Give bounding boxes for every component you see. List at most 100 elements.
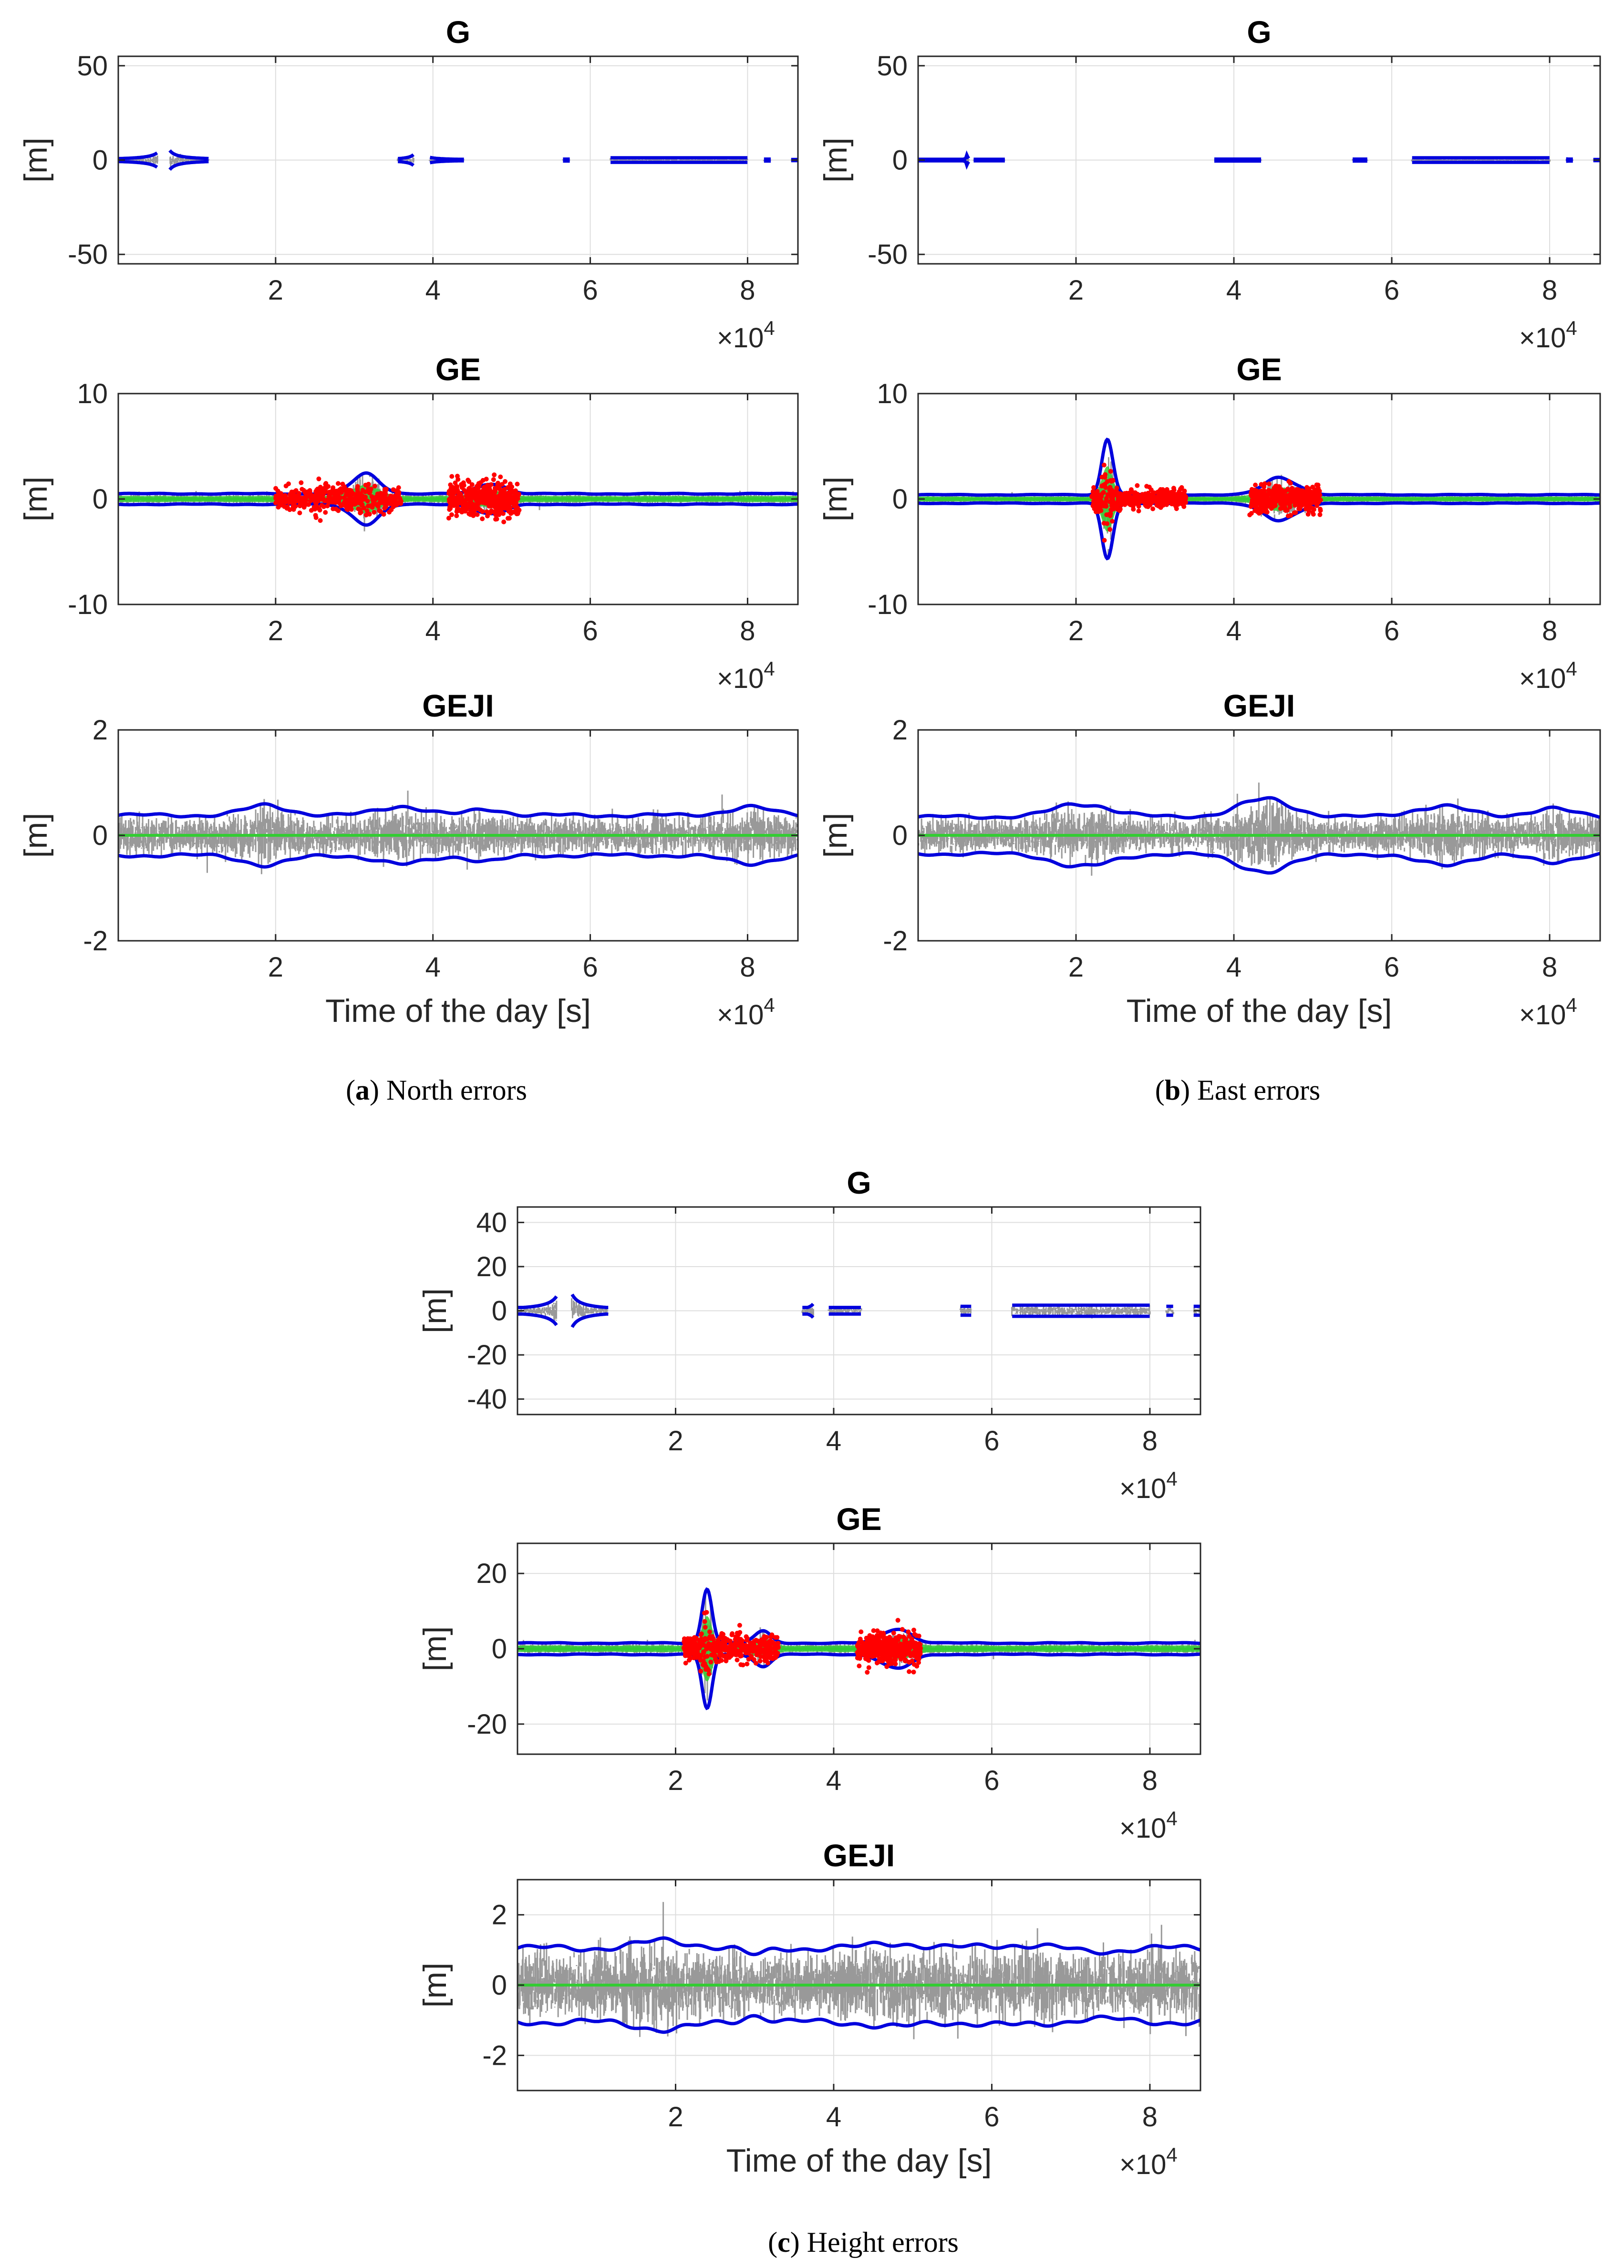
y-tick-label: 50 [77, 51, 108, 82]
x-axis-label: Time of the day [s] [325, 993, 591, 1029]
y-tick-label: -20 [467, 1340, 507, 1371]
upper-bound-line [118, 802, 798, 819]
tick-marks [918, 56, 1600, 264]
x-multiplier-label: ×104 [717, 317, 775, 354]
y-tick-label: 0 [492, 1633, 507, 1665]
lower-bound-line [429, 159, 464, 165]
error-bound-series [118, 802, 798, 869]
y-tick-label: 0 [892, 145, 908, 176]
x-tick-label: 4 [425, 952, 441, 983]
x-tick-label: 2 [1068, 275, 1084, 306]
error-bound-series [517, 1936, 1200, 2034]
data-layer [918, 782, 1600, 876]
lower-bound-line [802, 1312, 815, 1319]
float-solution-points [681, 1610, 923, 1676]
tick-marks [118, 393, 798, 605]
x-tick-label: 4 [1226, 952, 1241, 983]
multiplier-base: ×10 [1119, 1473, 1166, 1504]
y-tick-label: 0 [492, 1296, 507, 1327]
y-tick-label: -2 [883, 926, 908, 957]
tick-marks [517, 1207, 1200, 1415]
y-tick-label: 2 [892, 715, 908, 746]
y-axis-label: [m] [417, 1963, 453, 2008]
multiplier-exponent: 4 [1166, 2143, 1177, 2166]
data-layer [118, 471, 798, 531]
lower-bound-line [517, 2014, 1200, 2034]
caption-close-paren: ) [790, 2226, 807, 2258]
y-axis-label: [m] [417, 1288, 453, 1333]
x-tick-label: 8 [1142, 2102, 1158, 2133]
chart-title: GEJI [823, 1838, 895, 1873]
y-tick-label: 50 [877, 51, 908, 82]
y-tick-label: 0 [93, 145, 108, 176]
y-axis-label: [m] [417, 1626, 453, 1671]
chart-title: G [1247, 14, 1271, 50]
caption-b: (b) East errors [1155, 1074, 1321, 1106]
y-axis-label: [m] [817, 477, 854, 521]
tick-marks [517, 1543, 1200, 1754]
caption-text: East errors [1197, 1074, 1320, 1106]
chart-title: GEJI [1223, 688, 1295, 723]
x-multiplier-label: ×104 [1519, 657, 1577, 694]
error-bound-series [517, 1293, 1200, 1328]
multiplier-base: ×10 [717, 999, 764, 1030]
multiplier-base: ×10 [717, 323, 764, 354]
x-multiplier-label: ×104 [1519, 994, 1577, 1030]
x-tick-label: 2 [268, 615, 283, 646]
x-tick-label: 4 [826, 1425, 841, 1457]
upper-bound-line [918, 796, 1600, 820]
lower-bound-line [1566, 159, 1573, 163]
y-tick-label: -50 [68, 239, 108, 270]
gridlines [918, 56, 1600, 264]
x-tick-label: 6 [984, 1425, 999, 1457]
lower-bound-line [118, 852, 798, 869]
x-tick-label: 6 [582, 615, 598, 646]
lower-bound-line [168, 160, 209, 171]
float-points-path [1089, 462, 1323, 543]
y-tick-label: 10 [877, 378, 908, 409]
x-tick-label: 6 [984, 1765, 999, 1796]
x-tick-label: 2 [668, 2102, 683, 2133]
x-tick-label: 6 [984, 2102, 999, 2133]
x-tick-label: 6 [1384, 952, 1399, 983]
y-tick-label: 0 [892, 484, 908, 515]
chart-title: GE [836, 1501, 881, 1537]
y-tick-label: 0 [93, 484, 108, 515]
x-tick-label: 8 [740, 275, 755, 306]
caption-text: Height errors [807, 2226, 959, 2258]
multiplier-exponent: 4 [1566, 657, 1577, 680]
multiplier-exponent: 4 [1166, 1467, 1177, 1490]
x-tick-label: 2 [668, 1765, 683, 1796]
caption-close-paren: ) [370, 1074, 386, 1106]
lower-bound-line [918, 159, 971, 170]
tick-marks [118, 56, 798, 264]
caption-open-paren: ( [768, 2226, 777, 2258]
multiplier-base: ×10 [1119, 2149, 1166, 2180]
x-tick-label: 8 [1542, 615, 1557, 646]
multiplier-base: ×10 [1519, 999, 1566, 1030]
float-solution-points [1089, 462, 1323, 543]
multiplier-exponent: 4 [764, 657, 775, 680]
y-axis-label: [m] [18, 477, 54, 521]
x-tick-label: 4 [826, 1765, 841, 1796]
multiplier-exponent: 4 [764, 994, 775, 1016]
float-solution-points [273, 472, 522, 524]
x-tick-label: 8 [1142, 1425, 1158, 1457]
x-axis-label: Time of the day [s] [726, 2143, 992, 2179]
x-tick-label: 6 [1384, 615, 1399, 646]
x-tick-label: 6 [1384, 275, 1399, 306]
y-tick-label: -10 [868, 589, 908, 620]
y-axis-label: [m] [817, 137, 854, 182]
x-multiplier-label: ×104 [717, 657, 775, 694]
x-tick-label: 4 [1226, 615, 1241, 646]
data-layer [517, 1902, 1200, 2039]
y-tick-label: 2 [492, 1900, 507, 1931]
multiplier-exponent: 4 [1566, 994, 1577, 1016]
float-points-path [273, 472, 522, 524]
y-tick-label: 20 [476, 1558, 507, 1589]
caption-letter: a [355, 1074, 370, 1106]
